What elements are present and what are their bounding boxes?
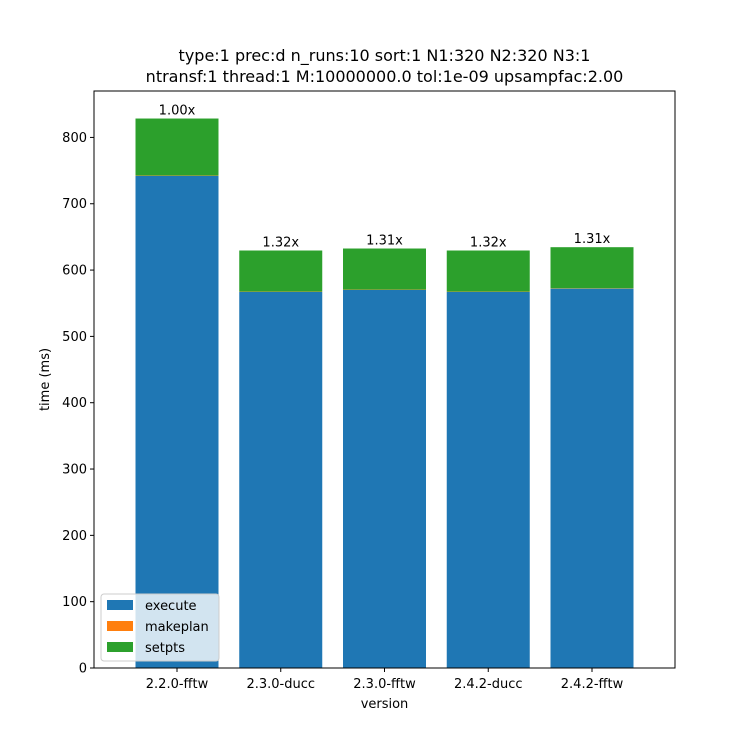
bar-ratio-label-3: 1.32x [470, 236, 507, 251]
legend-label-makeplan: makeplan [145, 620, 209, 635]
chart-subtitle: ntransf:1 thread:1 M:10000000.0 tol:1e-0… [146, 67, 624, 86]
bar-execute-4 [550, 288, 634, 668]
bar-labels-group: 1.00x 1.32x 1.31x 1.32x 1.31x [159, 104, 611, 251]
y-tick-label-6: 600 [62, 264, 87, 279]
y-axis: 0 100 200 300 400 500 600 700 800 [62, 131, 94, 677]
x-tick-label-3: 2.4.2-ducc [454, 677, 523, 692]
chart-title: type:1 prec:d n_runs:10 sort:1 N1:320 N2… [179, 46, 591, 66]
legend-label-execute: execute [145, 599, 197, 614]
bar-setpts-4 [550, 247, 634, 289]
y-tick-label-5: 500 [62, 330, 87, 345]
x-tick-label-0: 2.2.0-fftw [146, 677, 209, 692]
bar-ratio-label-1: 1.32x [262, 236, 299, 251]
x-tick-label-2: 2.3.0-fftw [353, 677, 416, 692]
y-tick-label-7: 700 [62, 197, 87, 212]
y-tick-label-1: 100 [62, 595, 87, 610]
y-tick-label-0: 0 [79, 662, 87, 677]
x-axis: 2.2.0-fftw 2.3.0-ducc 2.3.0-fftw 2.4.2-ducc… [146, 668, 624, 692]
bars-group [135, 118, 634, 668]
legend: execute makeplan setpts [100, 593, 220, 662]
legend-swatch-makeplan [107, 621, 133, 631]
legend-swatch-execute [107, 600, 133, 610]
bar-ratio-label-2: 1.31x [366, 234, 403, 249]
legend-label-setpts: setpts [145, 641, 185, 656]
y-axis-label: time (ms) [38, 348, 53, 411]
bar-setpts-0 [135, 118, 219, 176]
y-tick-label-4: 400 [62, 396, 87, 411]
bar-setpts-1 [239, 250, 323, 292]
bar-setpts-3 [446, 250, 530, 292]
y-tick-label-3: 300 [62, 463, 87, 478]
x-tick-label-1: 2.3.0-ducc [246, 677, 315, 692]
y-tick-label-8: 800 [62, 131, 87, 146]
legend-swatch-setpts [107, 642, 133, 652]
bar-execute-2 [343, 289, 426, 668]
bar-ratio-label-4: 1.31x [574, 232, 611, 247]
bar-execute-3 [446, 291, 530, 668]
bar-ratio-label-0: 1.00x [159, 104, 196, 119]
x-axis-label: version [361, 697, 409, 712]
y-tick-label-2: 200 [62, 529, 87, 544]
bar-execute-1 [239, 291, 323, 668]
bar-setpts-2 [343, 248, 426, 290]
bar-execute-0 [135, 175, 219, 668]
x-tick-label-4: 2.4.2-fftw [561, 677, 624, 692]
